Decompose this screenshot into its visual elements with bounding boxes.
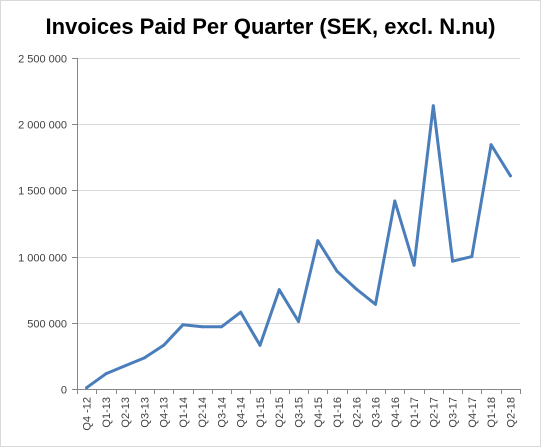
data-point bbox=[162, 343, 166, 347]
data-point bbox=[451, 259, 455, 263]
x-tick-label: Q4 -12 bbox=[82, 397, 94, 431]
data-point bbox=[277, 288, 281, 292]
data-point bbox=[85, 386, 89, 390]
y-tick-label: 2 000 000 bbox=[18, 120, 67, 132]
data-point bbox=[297, 320, 300, 323]
data-point bbox=[431, 104, 435, 108]
x-tick-label: Q1-13 bbox=[101, 397, 113, 428]
x-tick-label: Q3-14 bbox=[216, 397, 228, 428]
x-tick-label: Q4-14 bbox=[236, 397, 248, 428]
data-point bbox=[393, 199, 397, 203]
x-tick-label: Q1-18 bbox=[486, 397, 498, 428]
x-tick-label: Q1-16 bbox=[332, 397, 344, 428]
x-tick-label: Q1-14 bbox=[178, 397, 190, 428]
data-point bbox=[412, 263, 416, 267]
y-tick-label: 500 000 bbox=[27, 319, 67, 331]
data-point bbox=[508, 174, 512, 178]
x-tick-label: Q3-17 bbox=[448, 397, 460, 428]
x-tick-label: Q4-16 bbox=[390, 397, 402, 428]
data-point bbox=[470, 255, 474, 259]
x-tick-label: Q2-14 bbox=[197, 397, 209, 428]
data-point bbox=[258, 343, 262, 347]
data-point bbox=[354, 287, 358, 291]
x-tick-label: Q2-15 bbox=[274, 397, 286, 428]
x-tick-label: Q2-16 bbox=[351, 397, 363, 428]
x-tick-label: Q2-13 bbox=[120, 397, 132, 428]
x-tick-label: Q3-13 bbox=[139, 397, 151, 428]
data-point bbox=[142, 356, 146, 360]
x-tick-label: Q4-13 bbox=[159, 397, 171, 428]
y-tick-label: 1 000 000 bbox=[18, 253, 67, 265]
data-point bbox=[220, 325, 223, 329]
x-tick-label: Q2-18 bbox=[505, 397, 517, 428]
x-tick-label: Q2-17 bbox=[428, 397, 440, 428]
data-point bbox=[489, 143, 493, 147]
y-tick-label: 1 500 000 bbox=[18, 186, 67, 198]
data-point bbox=[123, 364, 127, 368]
data-point bbox=[200, 325, 204, 329]
x-tick-label: Q1-15 bbox=[255, 397, 267, 428]
y-tick-label: 0 bbox=[61, 385, 67, 397]
x-tick-label: Q3-16 bbox=[371, 397, 383, 428]
data-point bbox=[335, 269, 339, 273]
x-tick-label: Q1-17 bbox=[409, 397, 421, 428]
chart-title: Invoices Paid Per Quarter (SEK, excl. N.… bbox=[45, 14, 496, 39]
x-tick-label: Q4-15 bbox=[313, 397, 325, 428]
x-tick-label: Q3-15 bbox=[294, 397, 306, 428]
series-line bbox=[85, 104, 512, 390]
data-point bbox=[374, 302, 377, 306]
data-point bbox=[316, 239, 320, 243]
x-tick-label: Q4-17 bbox=[467, 397, 479, 428]
data-point bbox=[104, 372, 108, 376]
data-point bbox=[181, 323, 185, 327]
y-tick-label: 2 500 000 bbox=[18, 54, 67, 66]
data-point bbox=[239, 310, 243, 314]
